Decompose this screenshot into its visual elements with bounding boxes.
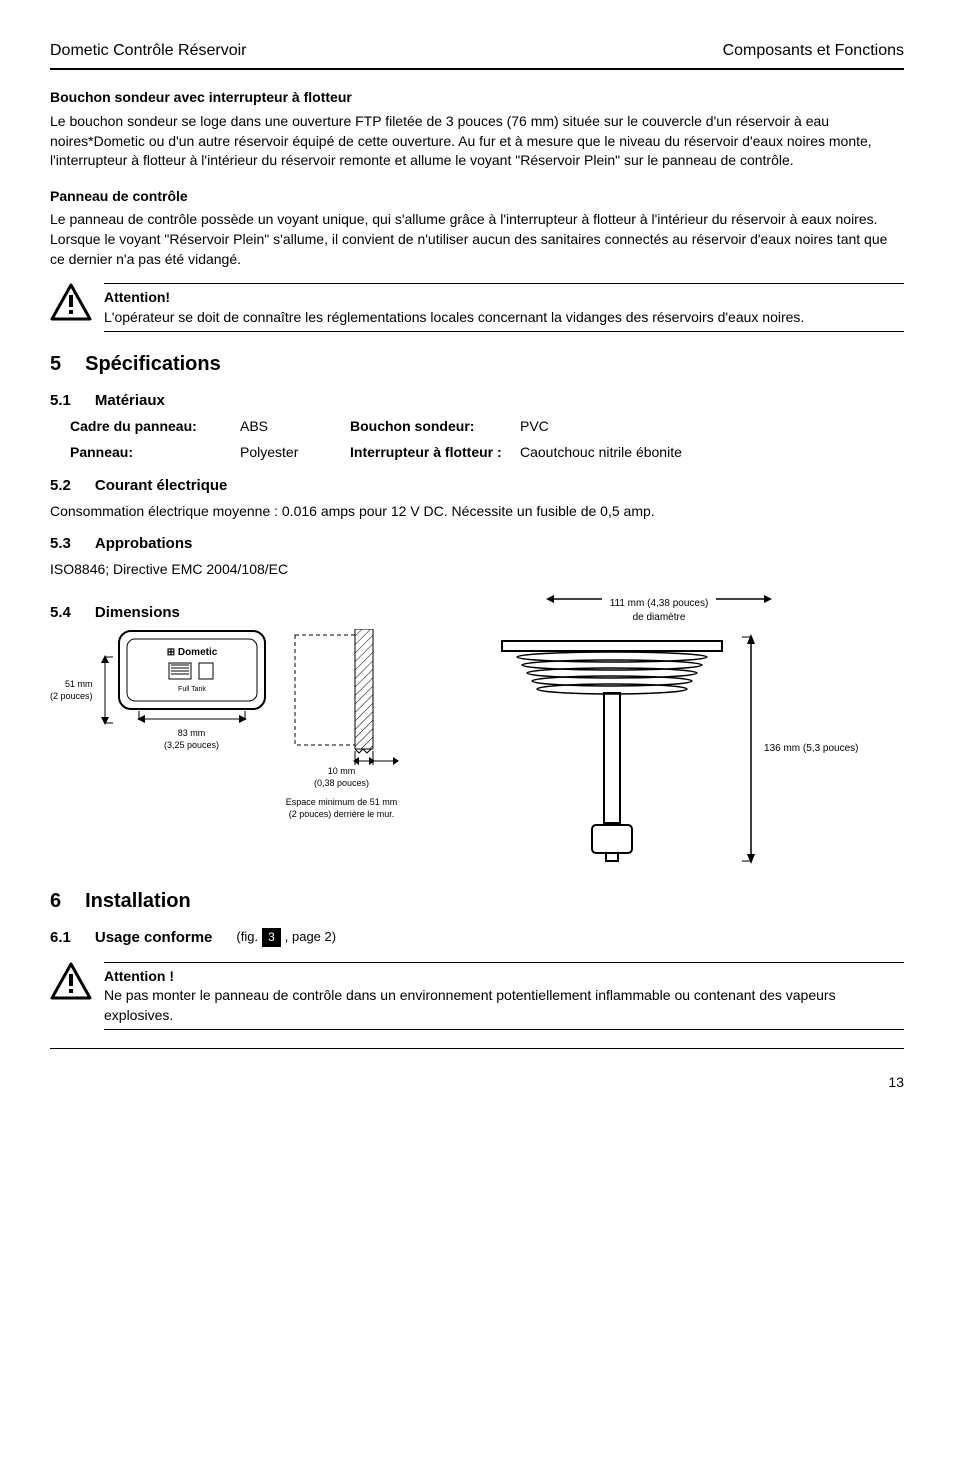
spec-r1c3: Bouchon sondeur: — [350, 417, 520, 437]
wall-thick-label: 10 mm (0,38 pouces) — [314, 765, 369, 790]
sec53-num: 5.3 — [50, 533, 71, 554]
dia2: de diamètre — [633, 612, 686, 623]
page-header: Dometic Contrôle Réservoir Composants et… — [50, 40, 904, 62]
sec54-title: Dimensions — [95, 602, 180, 623]
footer-rule — [50, 1048, 904, 1049]
sec6-heading: 6 Installation — [50, 887, 904, 915]
spec-r2c3: Interrupteur à flotteur : — [350, 443, 520, 463]
warning-triangle-icon — [50, 962, 92, 1000]
w83b: (3,25 pouces) — [164, 740, 219, 750]
header-rule — [50, 68, 904, 70]
sec61-heading: 6.1 Usage conforme (fig. 3 , page 2) — [50, 927, 904, 948]
warning-triangle-icon — [50, 283, 92, 321]
spec-table: Cadre du panneau: ABS Bouchon sondeur: P… — [70, 417, 904, 462]
fig-badge: 3 — [262, 928, 281, 947]
spec-r2c1: Panneau: — [70, 443, 240, 463]
dimensions-diagrams: 51 mm (2 pouces) ⊞ Dometic Full Tank — [50, 629, 904, 869]
s1-title: Bouchon sondeur avec interrupteur à flot… — [50, 88, 904, 108]
dia1: 111 mm (4,38 pouces) — [610, 598, 709, 609]
wallnote2: (2 pouces) derrière le mur. — [289, 809, 395, 819]
svg-text:Full Tank: Full Tank — [178, 686, 206, 693]
wallnote1: Espace minimum de 51 mm — [286, 797, 398, 807]
warning-2: Attention ! Ne pas monter le panneau de … — [50, 962, 904, 1031]
sec6-num: 6 — [50, 887, 61, 915]
s2-body: Le panneau de contrôle possède un voyant… — [50, 210, 904, 269]
dim-arrow-h — [97, 655, 113, 725]
panel-width-label: 83 mm (3,25 pouces) — [164, 727, 219, 752]
w10: 10 mm — [328, 766, 356, 776]
len-label: 136 mm (5,3 pouces) — [764, 742, 859, 756]
probe-dia-label: 111 mm (4,38 pouces) de diamètre — [544, 590, 774, 625]
w10b: (0,38 pouces) — [314, 778, 369, 788]
header-left: Dometic Contrôle Réservoir — [50, 40, 247, 62]
warn1-body: L'opérateur se doit de connaître les rég… — [104, 308, 904, 328]
sec54-num: 5.4 — [50, 602, 71, 623]
sec61-num: 6.1 — [50, 927, 71, 948]
w83: 83 mm — [178, 728, 206, 738]
h51b: (2 pouces) — [50, 691, 93, 701]
sec52-title: Courant électrique — [95, 475, 228, 496]
spec-r1c2: ABS — [240, 417, 350, 437]
fig-post: , page 2) — [285, 928, 336, 946]
s1-body: Le bouchon sondeur se loge dans une ouve… — [50, 112, 904, 171]
sec54-heading: 5.4 Dimensions — [50, 602, 180, 623]
probe-svg — [482, 629, 742, 869]
panel-height-label: 51 mm (2 pouces) — [50, 678, 93, 703]
sec6-title: Installation — [85, 887, 191, 915]
spec-r2c2: Polyester — [240, 443, 350, 463]
sec53-body: ISO8846; Directive EMC 2004/108/EC — [50, 560, 904, 580]
spec-r1c4: PVC — [520, 417, 904, 437]
sec53-title: Approbations — [95, 533, 193, 554]
panel-svg: ⊞ Dometic Full Tank — [117, 629, 267, 711]
svg-text:⊞ Dometic: ⊞ Dometic — [166, 647, 217, 658]
warn2-body: Ne pas monter le panneau de contrôle dan… — [104, 986, 904, 1025]
sec5-title: Spécifications — [85, 350, 221, 378]
sec5-heading: 5 Spécifications — [50, 350, 904, 378]
sec5-num: 5 — [50, 350, 61, 378]
sec52-body: Consommation électrique moyenne : 0.016 … — [50, 502, 904, 522]
warn1-title: Attention! — [104, 288, 904, 308]
warning-1: Attention! L'opérateur se doit de connaî… — [50, 283, 904, 332]
page-number: 13 — [50, 1073, 904, 1093]
sec61-title: Usage conforme — [95, 927, 213, 948]
spec-r2c4: Caoutchouc nitrile ébonite — [520, 443, 904, 463]
h51: 51 mm — [65, 679, 93, 689]
sec51-title: Matériaux — [95, 390, 165, 411]
warn2-title: Attention ! — [104, 967, 904, 987]
sec53-heading: 5.3 Approbations — [50, 533, 904, 554]
sec51-num: 5.1 — [50, 390, 71, 411]
dim-arrow-len — [742, 634, 760, 864]
sec51-heading: 5.1 Matériaux — [50, 390, 904, 411]
wall-svg — [277, 629, 407, 779]
fig-pre: (fig. — [236, 928, 258, 946]
spec-r1c1: Cadre du panneau: — [70, 417, 240, 437]
s2-title: Panneau de contrôle — [50, 187, 904, 207]
wall-note: Espace minimum de 51 mm (2 pouces) derri… — [286, 796, 398, 821]
header-right: Composants et Fonctions — [723, 40, 904, 62]
sec52-heading: 5.2 Courant électrique — [50, 475, 904, 496]
sec52-num: 5.2 — [50, 475, 71, 496]
